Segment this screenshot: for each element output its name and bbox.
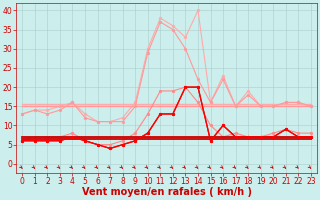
X-axis label: Vent moyen/en rafales ( km/h ): Vent moyen/en rafales ( km/h ): [82, 187, 252, 197]
